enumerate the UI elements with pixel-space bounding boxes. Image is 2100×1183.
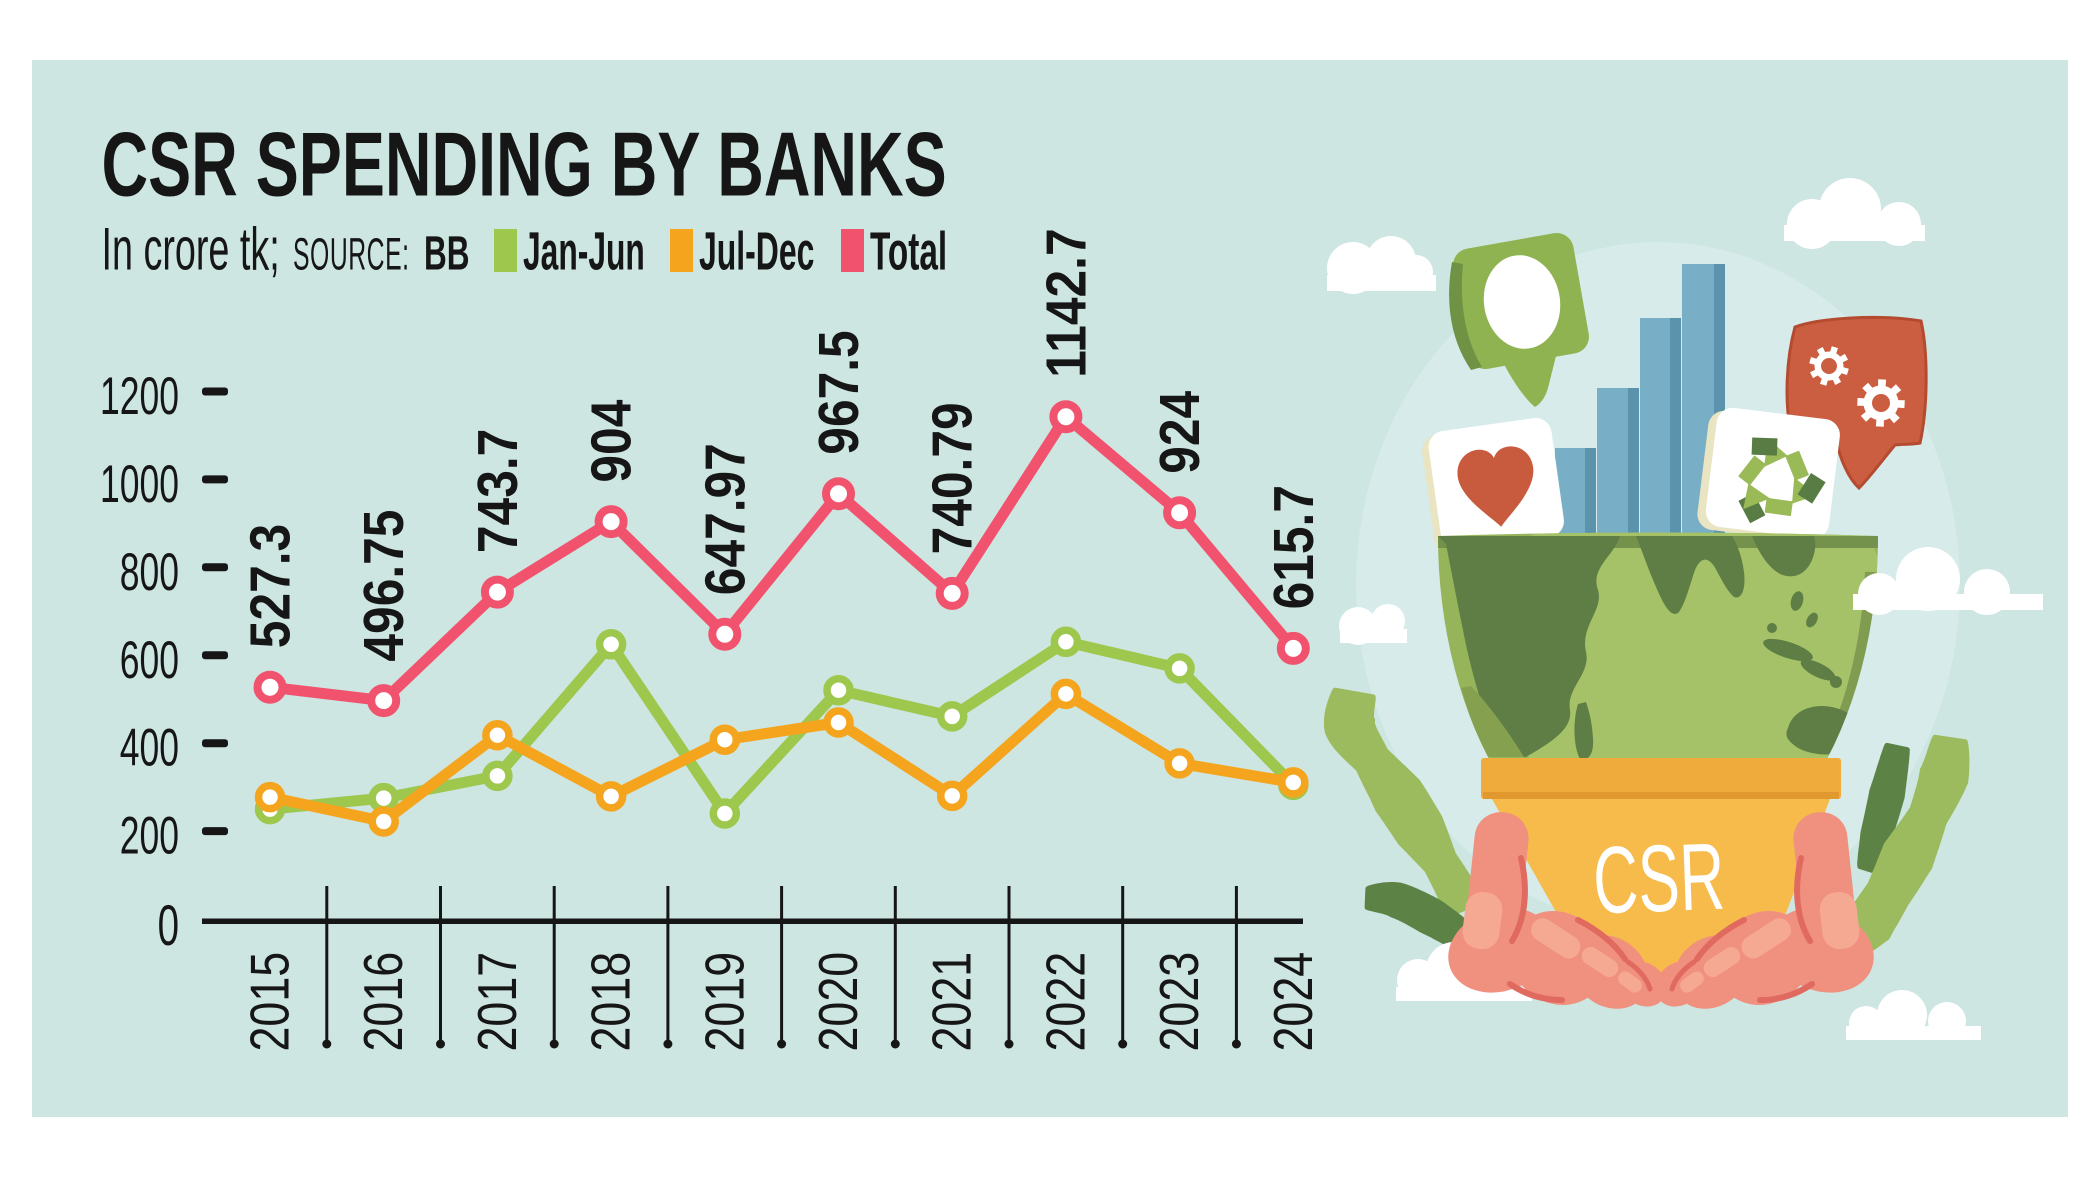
svg-text:2017: 2017	[467, 952, 528, 1052]
svg-text:600: 600	[120, 630, 179, 690]
svg-text:2022: 2022	[1035, 952, 1096, 1052]
svg-text:BB: BB	[424, 226, 469, 280]
svg-text:924: 924	[1149, 390, 1212, 473]
svg-text:200: 200	[120, 805, 179, 865]
svg-text:400: 400	[120, 718, 179, 778]
svg-text:800: 800	[120, 542, 179, 602]
svg-text:2021: 2021	[921, 952, 982, 1052]
svg-text:2023: 2023	[1149, 952, 1210, 1052]
svg-text:2018: 2018	[580, 952, 641, 1052]
svg-text:1000: 1000	[100, 454, 179, 514]
svg-text:740.79: 740.79	[922, 402, 985, 554]
svg-text:647.97: 647.97	[694, 443, 757, 595]
svg-text:Jan-Jun: Jan-Jun	[523, 222, 645, 282]
svg-text:In crore tk;: In crore tk;	[102, 216, 280, 283]
svg-text:CSR: CSR	[1591, 824, 1726, 935]
svg-text:SOURCE:: SOURCE:	[293, 229, 410, 280]
svg-text:2015: 2015	[239, 952, 300, 1052]
svg-text:527.3: 527.3	[240, 524, 303, 648]
svg-text:2019: 2019	[694, 952, 755, 1052]
svg-text:2020: 2020	[808, 952, 869, 1052]
svg-text:496.75: 496.75	[353, 510, 416, 662]
svg-text:1142.7: 1142.7	[1036, 228, 1099, 377]
svg-text:967.5: 967.5	[808, 330, 871, 454]
svg-text:1200: 1200	[100, 366, 179, 426]
svg-text:615.7: 615.7	[1263, 485, 1326, 609]
svg-text:Total: Total	[870, 223, 947, 282]
svg-text:Jul-Dec: Jul-Dec	[699, 222, 814, 281]
svg-text:0: 0	[158, 894, 179, 957]
svg-text:2016: 2016	[353, 952, 414, 1052]
svg-text:904: 904	[581, 399, 644, 482]
svg-text:743.7: 743.7	[467, 429, 530, 553]
svg-text:2024: 2024	[1262, 952, 1323, 1052]
svg-text:CSR SPENDING BY BANKS: CSR SPENDING BY BANKS	[102, 114, 947, 215]
